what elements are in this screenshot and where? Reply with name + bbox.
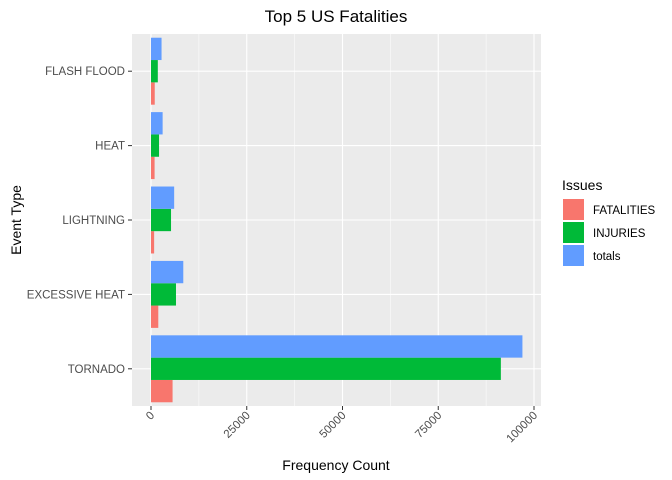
- legend-title: Issues: [562, 177, 602, 193]
- legend-label: totals: [593, 251, 621, 263]
- y-tick-label: LIGHTNING: [62, 215, 125, 227]
- x-tick-label: 0: [144, 410, 157, 423]
- x-axis: 0 25000 50000 75000 100000: [144, 406, 540, 445]
- x-axis-title: Frequency Count: [282, 457, 390, 473]
- bar-fatalities-tornado: [151, 379, 173, 403]
- bar-injuries-excessive-heat: [151, 283, 176, 306]
- bar-injuries-tornado: [151, 357, 501, 380]
- bar-injuries-flash-flood: [151, 60, 158, 83]
- bar-fatalities-lightning: [151, 231, 155, 254]
- x-tick-label: 50000: [318, 410, 349, 441]
- y-tick-label: EXCESSIVE HEAT: [27, 289, 125, 301]
- bar-injuries-lightning: [151, 208, 172, 232]
- legend-key-totals: [563, 245, 584, 266]
- bar-totals-tornado: [151, 335, 523, 358]
- legend-key-injuries: [563, 222, 584, 243]
- y-tick-label: HEAT: [95, 141, 125, 153]
- bar-fatalities-heat: [151, 156, 155, 180]
- bar-injuries-heat: [151, 134, 160, 157]
- y-axis-title: Event Type: [8, 185, 24, 255]
- bar-totals-heat: [151, 112, 163, 135]
- bars: [151, 37, 523, 403]
- x-tick-label: 25000: [222, 410, 253, 441]
- y-tick-label: FLASH FLOOD: [45, 66, 125, 78]
- chart-title: Top 5 US Fatalities: [265, 7, 408, 26]
- legend-key-fatalities: [563, 199, 584, 220]
- legend-label: INJURIES: [593, 228, 646, 240]
- legend: Issues FATALITIES INJURIES totals: [562, 177, 656, 266]
- bar-fatalities-flash-flood: [151, 82, 155, 105]
- bar-totals-lightning: [151, 186, 175, 209]
- legend-label: FATALITIES: [593, 205, 656, 217]
- y-tick-label: TORNADO: [68, 364, 125, 376]
- x-tick-label: 100000: [505, 410, 541, 446]
- bar-fatalities-excessive-heat: [151, 305, 159, 328]
- bar-totals-flash-flood: [151, 37, 162, 61]
- x-tick-label: 75000: [413, 410, 444, 441]
- bar-totals-excessive-heat: [151, 260, 184, 284]
- y-axis: TORNADO EXCESSIVE HEAT LIGHTNING HEAT FLASH …: [27, 66, 132, 376]
